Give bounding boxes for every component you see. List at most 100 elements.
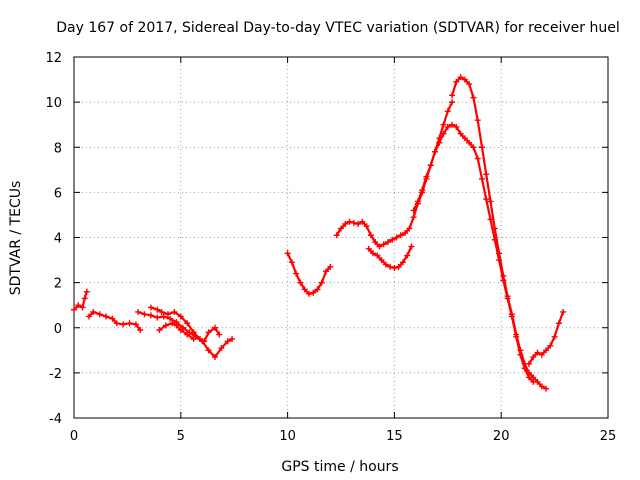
data-point xyxy=(387,263,394,270)
series-arc-1 xyxy=(71,288,90,313)
y-tick-label: 12 xyxy=(45,51,62,66)
data-point xyxy=(466,139,473,146)
data-point xyxy=(162,322,169,329)
data-point xyxy=(404,252,411,259)
data-point xyxy=(487,198,494,205)
data-point xyxy=(190,336,197,343)
data-point xyxy=(81,295,88,302)
data-point xyxy=(85,313,92,320)
data-point xyxy=(461,76,468,83)
x-tick-label: 10 xyxy=(279,429,296,444)
data-point xyxy=(126,320,133,327)
data-point xyxy=(359,218,366,225)
data-point xyxy=(346,218,353,225)
data-point xyxy=(457,130,464,137)
data-point xyxy=(538,383,545,390)
data-point xyxy=(367,232,374,239)
data-point xyxy=(90,308,97,315)
y-tick-label: -2 xyxy=(49,367,62,382)
x-tick-label: 0 xyxy=(70,429,78,444)
data-point xyxy=(555,320,562,327)
data-point xyxy=(530,374,537,381)
data-point xyxy=(355,220,362,227)
data-point xyxy=(496,250,503,257)
series-arc-8 xyxy=(365,243,415,271)
data-point xyxy=(423,173,430,180)
series-arc-9 xyxy=(410,121,537,385)
data-point xyxy=(372,239,379,246)
data-point xyxy=(363,223,370,230)
data-point xyxy=(96,311,103,318)
data-point xyxy=(284,250,291,257)
data-point xyxy=(333,232,340,239)
data-point xyxy=(444,123,451,130)
data-point xyxy=(457,74,464,81)
axis-ticks xyxy=(73,56,609,419)
data-point xyxy=(461,135,468,142)
data-point xyxy=(323,268,330,275)
data-point xyxy=(378,257,385,264)
data-point xyxy=(393,234,400,241)
data-point xyxy=(491,225,498,232)
data-point xyxy=(184,320,191,327)
data-point xyxy=(449,92,456,99)
data-point xyxy=(543,347,550,354)
grid xyxy=(74,57,608,418)
data-point xyxy=(538,351,545,358)
data-point xyxy=(466,81,473,88)
data-point xyxy=(132,321,139,328)
x-tick-label: 5 xyxy=(177,429,185,444)
data-point xyxy=(470,144,477,151)
data-point xyxy=(147,312,154,319)
data-point xyxy=(478,175,485,182)
data-point xyxy=(508,311,515,318)
data-point xyxy=(79,304,86,311)
data-point xyxy=(560,308,567,315)
data-point xyxy=(534,349,541,356)
data-point xyxy=(288,259,295,266)
y-tick-label: 8 xyxy=(54,141,62,156)
data-point xyxy=(342,220,349,227)
series-arc-5 xyxy=(156,320,197,343)
data-point xyxy=(169,320,176,327)
data-point xyxy=(543,385,550,392)
data-point xyxy=(103,313,110,320)
data-point xyxy=(551,333,558,340)
data-point xyxy=(449,121,456,128)
y-tick-label: 4 xyxy=(54,232,62,247)
y-tick-label: 10 xyxy=(45,96,62,111)
data-point xyxy=(474,155,481,162)
data-point xyxy=(211,324,218,331)
data-point xyxy=(483,171,490,178)
data-point xyxy=(177,327,184,334)
y-tick-label: -4 xyxy=(49,412,62,427)
data-point xyxy=(440,130,447,137)
series-arc-6 xyxy=(284,250,334,297)
data-point xyxy=(384,239,391,246)
data-point xyxy=(513,331,520,338)
y-tick-label: 0 xyxy=(54,322,62,337)
y-tick-label: 6 xyxy=(54,186,62,201)
data-point xyxy=(83,288,90,295)
data-point xyxy=(197,336,204,343)
data-point xyxy=(534,378,541,385)
series-arc-4 xyxy=(147,304,223,345)
data-point xyxy=(374,252,381,259)
data-point xyxy=(500,272,507,279)
series-line xyxy=(527,310,565,365)
data-point xyxy=(402,229,409,236)
data-point xyxy=(408,243,415,250)
data-point xyxy=(147,304,154,311)
data-point xyxy=(453,123,460,130)
x-axis-title: GPS time / hours xyxy=(281,459,398,475)
data-point xyxy=(224,338,231,345)
data-point xyxy=(444,108,451,115)
data-point xyxy=(293,270,300,277)
data-point xyxy=(338,225,344,232)
data-point xyxy=(478,144,485,151)
data-point xyxy=(305,290,312,297)
data-point xyxy=(365,245,372,252)
data-point xyxy=(211,354,218,361)
data-point xyxy=(483,196,490,203)
